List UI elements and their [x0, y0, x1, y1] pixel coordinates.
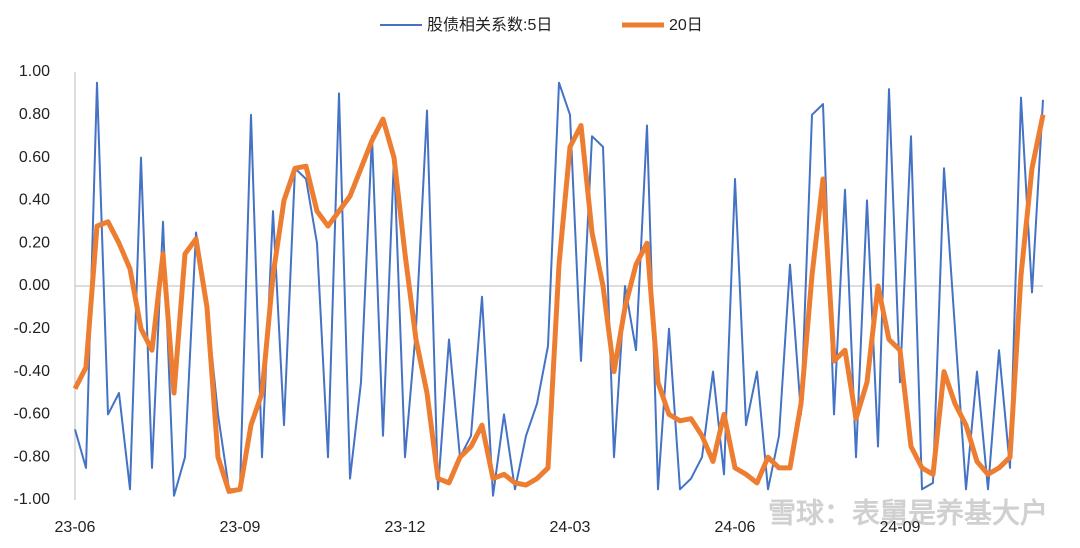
y-tick-label: -0.20 [14, 320, 51, 337]
y-tick-label: -0.60 [14, 406, 51, 423]
x-tick-label: 24-06 [715, 519, 756, 536]
y-tick-label: 0.20 [19, 234, 50, 251]
x-tick-label: 23-09 [220, 519, 261, 536]
y-tick-label: -0.80 [14, 448, 51, 465]
y-tick-label: 0.60 [19, 149, 50, 166]
x-tick-label: 23-06 [55, 519, 96, 536]
y-tick-label: -0.40 [14, 363, 51, 380]
series-line [72, 114, 1046, 494]
y-tick-label: 0.00 [19, 277, 50, 294]
x-tick-label: 24-03 [550, 519, 591, 536]
y-tick-label: 1.00 [19, 63, 50, 80]
legend-label: 股债相关系数:5日 [427, 16, 552, 34]
legend-label: 20日 [669, 17, 703, 34]
y-tick-label: 0.40 [19, 192, 50, 209]
y-tick-label: -1.00 [14, 491, 51, 508]
watermark: 雪球：表舅是养基大户 [768, 496, 1048, 528]
x-tick-label: 23-12 [385, 519, 426, 536]
y-tick-label: 0.80 [19, 106, 50, 123]
x-tick-label: 24-09 [880, 519, 921, 536]
